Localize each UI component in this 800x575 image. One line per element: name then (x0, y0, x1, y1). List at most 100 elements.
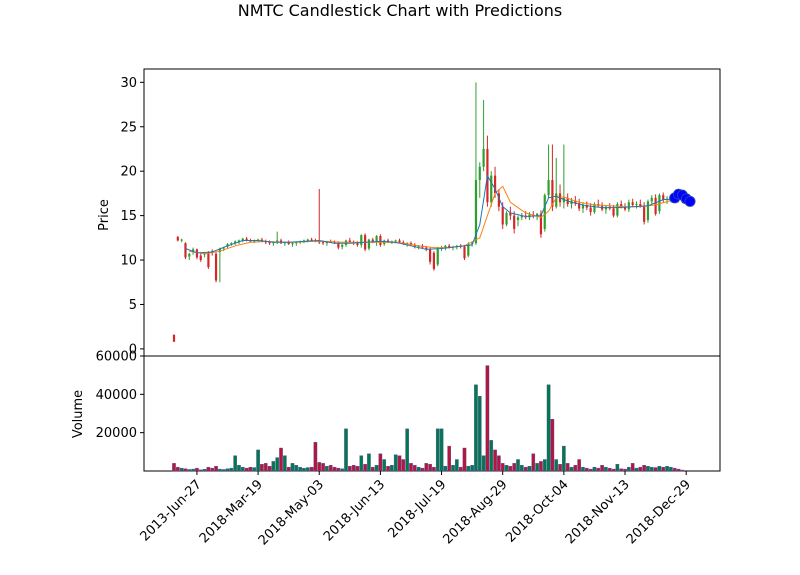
x-tick-label: 2018-Dec-29 (624, 477, 694, 547)
volume-bar (653, 467, 658, 472)
volume-bar (210, 467, 215, 472)
volume-bar (630, 463, 635, 472)
candle-body (593, 204, 596, 213)
candle-body (578, 203, 581, 209)
volume-bar (516, 459, 520, 472)
volume-bar (351, 465, 356, 472)
volume-bar (374, 465, 379, 472)
x-tick-label: 2018-Nov-13 (563, 477, 633, 547)
volume-bar (508, 466, 513, 472)
volume-bar (435, 428, 440, 472)
volume-bar (267, 466, 272, 472)
volume-axis-ticks: 20000 40000 60000 (96, 350, 144, 441)
volume-bar (336, 467, 341, 472)
volume-bar (413, 465, 417, 472)
candle-body (448, 245, 451, 248)
candle-body (436, 248, 439, 265)
candle-body (432, 252, 436, 269)
volume-bar (497, 455, 501, 472)
candle-body (623, 206, 627, 210)
price-tick-label: 15 (120, 209, 137, 224)
candle-body (184, 243, 187, 258)
volume-bar (195, 467, 199, 472)
candle-body (214, 253, 218, 281)
volume-bar (477, 396, 482, 472)
prediction-layer (669, 188, 696, 207)
volume-bar (611, 468, 616, 472)
candle-body (192, 249, 195, 253)
volume-bar (481, 455, 486, 472)
volume-bar (302, 467, 306, 472)
candle-body (490, 175, 493, 203)
volume-bar (191, 468, 195, 472)
volume-bar (240, 466, 245, 472)
volume-bar (493, 449, 497, 472)
x-tick-label: 2018-Jul-19 (385, 477, 449, 541)
price-panel-frame (143, 68, 721, 357)
volume-bar (286, 466, 291, 472)
candle-body (639, 204, 642, 207)
candle-body (551, 180, 554, 207)
x-tick-label: 2018-Oct-04 (503, 477, 571, 545)
candle-body (493, 175, 497, 194)
volume-bar (428, 464, 432, 472)
candle-body (658, 195, 661, 212)
volume-bar (600, 465, 604, 472)
volume-bar (409, 463, 413, 472)
candle-body (444, 245, 447, 248)
volume-bar (451, 465, 455, 472)
volume-bar (348, 466, 352, 472)
volume-bar (485, 365, 490, 472)
candle-body (643, 206, 646, 222)
candle-body (310, 239, 313, 241)
volume-bar (432, 466, 436, 472)
x-tick-label: 2013-Jun-27 (138, 477, 205, 544)
candle-body (482, 148, 485, 167)
volume-bar (489, 440, 494, 472)
volume-bar (382, 459, 387, 472)
volume-bar (546, 384, 551, 472)
volume-bar (588, 468, 593, 472)
volume-tick-label: 40000 (96, 388, 137, 403)
volume-bar (229, 467, 234, 472)
candles-layer (172, 82, 684, 342)
volume-bar (279, 447, 283, 472)
candle-body (467, 244, 470, 256)
candle-body (230, 243, 233, 245)
prediction-point (684, 195, 696, 207)
volume-bar (332, 466, 337, 472)
volume-bar (271, 461, 276, 472)
price-tick-label: 20 (120, 165, 137, 180)
price-axis-label: Price (97, 199, 112, 231)
volume-bar (355, 466, 360, 472)
volume-bar (256, 449, 260, 472)
volume-bar (447, 445, 452, 472)
volume-bar (179, 467, 184, 472)
volume-bar (424, 463, 429, 472)
volume-bar (359, 455, 364, 472)
x-tick-label: 2018-Mar-19 (197, 477, 266, 546)
volume-bar (172, 463, 176, 472)
volume-bar (260, 464, 264, 472)
volume-bar (569, 466, 574, 472)
volume-bar (252, 467, 257, 472)
candle-body (513, 215, 516, 229)
volume-bar (474, 384, 478, 472)
volume-bar (378, 453, 383, 472)
volume-bar (535, 463, 539, 472)
volume-bar (321, 463, 325, 472)
candle-body (218, 248, 221, 253)
candle-body (356, 243, 359, 245)
x-tick-label: 2018-May-03 (256, 477, 327, 548)
volume-bar (313, 442, 318, 472)
volume-bar (386, 466, 390, 472)
candle-body (635, 204, 638, 206)
candle-body (428, 249, 432, 262)
price-tick-label: 5 (129, 298, 137, 313)
volume-bar (665, 466, 669, 472)
candle-body (539, 213, 543, 235)
volume-bar (642, 465, 646, 472)
candle-body (505, 212, 508, 225)
candle-body (463, 246, 466, 259)
